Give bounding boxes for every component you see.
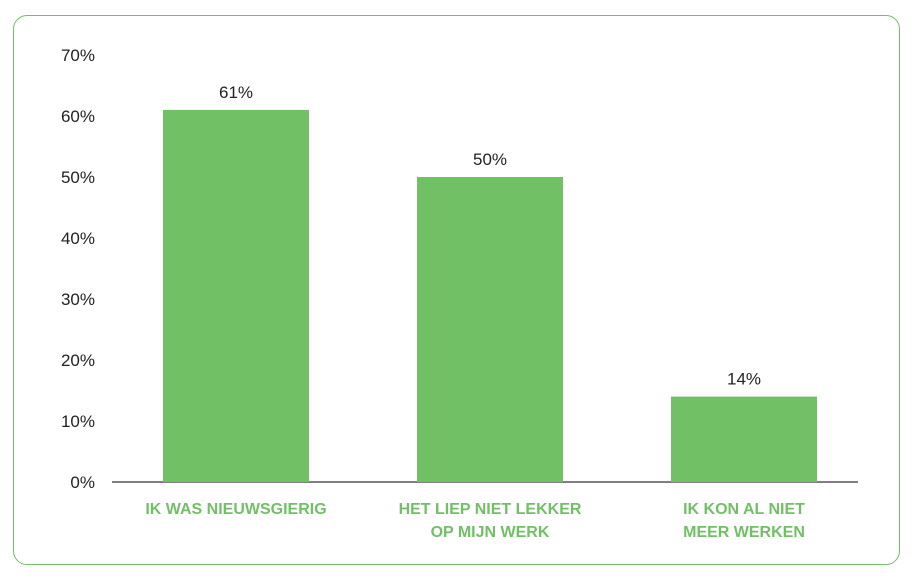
data-label: 50% [473, 150, 507, 169]
y-tick-label: 60% [61, 107, 95, 126]
y-tick-label: 0% [70, 473, 95, 492]
y-tick-label: 50% [61, 168, 95, 187]
bars [163, 109, 817, 483]
category-label: MEER WERKEN [683, 524, 805, 541]
y-tick-label: 30% [61, 290, 95, 309]
bar [417, 177, 563, 482]
y-axis-ticks: 0% 10% 20% 30% 40% 50% 60% 70% [61, 46, 95, 492]
category-label: HET LIEP NIET LEKKER [399, 501, 582, 518]
y-tick-label: 20% [61, 351, 95, 370]
data-label: 14% [727, 370, 761, 389]
data-labels: 61% 50% 14% [219, 83, 761, 389]
y-tick-label: 70% [61, 46, 95, 65]
category-label: IK WAS NIEUWSGIERIG [145, 501, 326, 518]
y-tick-label: 40% [61, 229, 95, 248]
bar [163, 109, 309, 483]
category-labels: IK WAS NIEUWSGIERIG HET LIEP NIET LEKKER O… [145, 501, 805, 541]
bar [671, 396, 817, 482]
y-tick-label: 10% [61, 412, 95, 431]
data-label: 61% [219, 83, 253, 102]
chart-frame [13, 15, 900, 565]
category-label: OP MIJN WERK [431, 524, 550, 541]
category-label: IK KON AL NIET [683, 501, 805, 518]
